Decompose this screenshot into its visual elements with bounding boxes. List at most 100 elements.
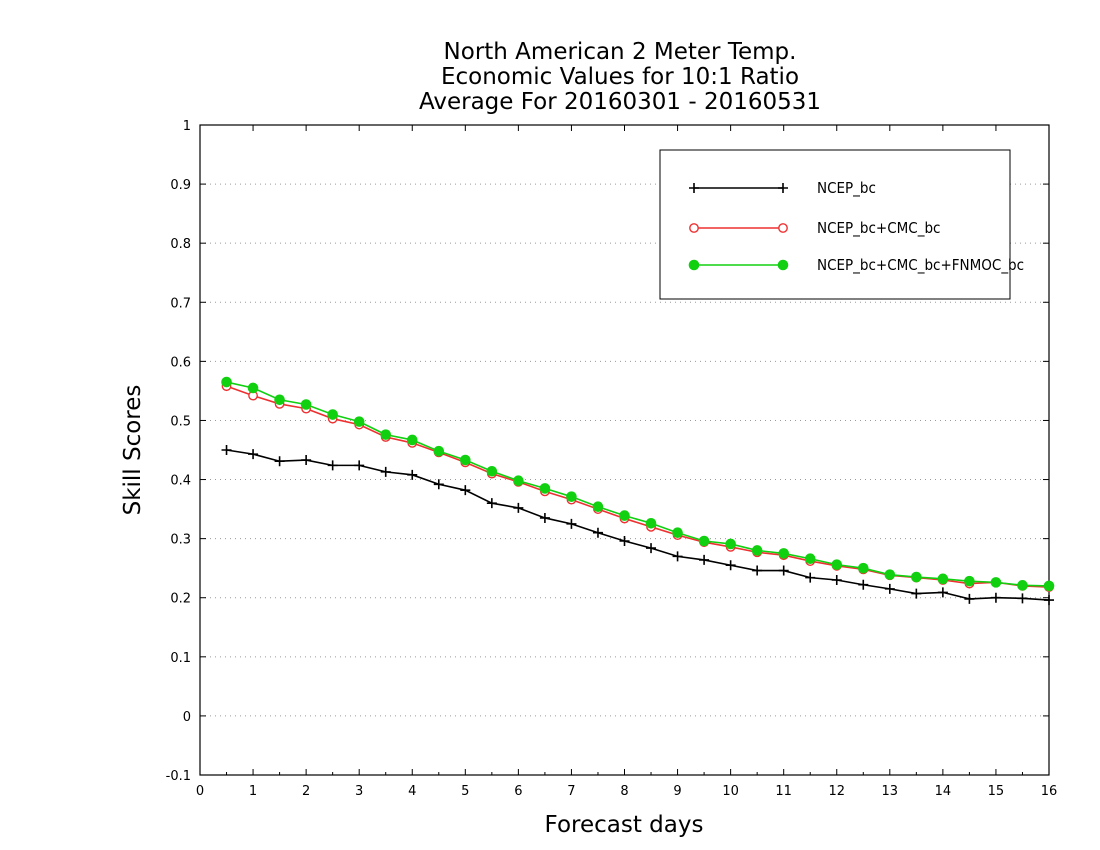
data-point — [221, 445, 232, 455]
data-point — [725, 560, 736, 571]
legend-item-0: NCEP_bc — [689, 179, 876, 198]
legend-label: NCEP_bc — [817, 179, 876, 198]
x-tick-label: 0 — [196, 784, 204, 799]
data-point — [539, 512, 550, 523]
data-point — [247, 382, 259, 394]
data-point — [964, 575, 975, 587]
data-point — [1017, 593, 1028, 604]
data-point — [672, 527, 683, 539]
data-point — [380, 466, 391, 477]
data-point — [592, 501, 604, 513]
data-point — [699, 554, 710, 565]
data-point — [406, 434, 418, 446]
data-point — [248, 449, 259, 460]
data-point — [274, 394, 285, 406]
x-tick-label: 8 — [620, 784, 628, 799]
data-point — [911, 571, 922, 583]
data-point — [274, 456, 285, 467]
x-tick-label: 16 — [1041, 784, 1058, 799]
data-point — [327, 460, 338, 471]
data-point — [221, 376, 232, 388]
data-point — [1017, 580, 1028, 591]
data-point — [937, 573, 949, 585]
series-2 — [221, 376, 1055, 592]
data-point — [857, 562, 869, 574]
x-tick-label: 14 — [935, 784, 952, 799]
data-point — [460, 485, 471, 496]
data-point — [752, 565, 763, 576]
data-point — [460, 454, 471, 466]
data-point — [804, 553, 816, 565]
data-point — [778, 565, 789, 576]
legend-label: NCEP_bc+CMC_bc — [817, 219, 940, 238]
data-point — [486, 498, 497, 509]
x-tick-label: 3 — [355, 784, 363, 799]
chart-title: North American 2 Meter Temp. Economic Va… — [419, 39, 821, 115]
y-tick-label: 0.9 — [170, 178, 191, 193]
data-point — [513, 502, 524, 513]
data-point — [689, 183, 699, 193]
legend-item-1: NCEP_bc+CMC_bc — [689, 219, 940, 238]
data-point — [327, 409, 338, 420]
data-point — [805, 572, 816, 583]
data-point — [777, 259, 789, 271]
data-point — [407, 469, 418, 480]
series-layer — [221, 376, 1055, 606]
y-tick-label: 0.5 — [170, 414, 191, 429]
data-point — [672, 551, 683, 562]
x-tick-label: 9 — [673, 784, 681, 799]
chart-title-line-3: Average For 20160301 - 20160531 — [419, 89, 821, 115]
y-tick-label: -0.1 — [166, 769, 191, 784]
x-tick-label: 15 — [988, 784, 1005, 799]
y-tick-label: 0.4 — [170, 474, 191, 489]
data-point — [964, 593, 975, 604]
data-point — [698, 535, 710, 547]
x-tick-label: 2 — [302, 784, 310, 799]
data-point — [433, 445, 445, 457]
data-point — [858, 579, 869, 590]
data-point — [778, 223, 788, 233]
legend: NCEP_bc NCEP_bc+CMC_bc NCEP_bc+CMC_bc+FNMO… — [659, 149, 1024, 300]
x-tick-label: 11 — [775, 784, 792, 799]
y-tick-label: 0.3 — [170, 533, 191, 548]
axes: -0.100.10.20.30.40.50.60.70.80.910 1 2 3 4 5 6… — [166, 119, 1058, 799]
data-point — [566, 518, 577, 529]
data-point — [353, 416, 365, 427]
x-axis-label: Forecast days — [545, 812, 704, 838]
y-axis-label: Skill Scores — [120, 385, 146, 516]
data-point — [990, 592, 1001, 603]
data-point — [1044, 595, 1054, 606]
data-point — [1043, 580, 1055, 592]
data-point — [646, 543, 657, 554]
data-point — [592, 527, 603, 538]
data-point — [688, 259, 700, 271]
data-point — [354, 460, 365, 471]
data-point — [725, 538, 736, 550]
x-tick-label: 5 — [461, 784, 469, 799]
legend-item-2: NCEP_bc+CMC_bc+FNMOC_bc — [688, 256, 1024, 275]
y-tick-label: 1 — [183, 119, 191, 134]
plot-frame — [199, 124, 1050, 776]
x-tick-label: 12 — [828, 784, 845, 799]
x-tick-label: 1 — [249, 784, 257, 799]
data-point — [619, 510, 630, 521]
data-point — [831, 559, 843, 570]
data-point — [884, 569, 896, 580]
legend-box — [659, 149, 1011, 300]
data-point — [539, 483, 551, 494]
data-point — [433, 479, 444, 490]
x-tick-label: 10 — [722, 784, 739, 799]
y-tick-label: 0.2 — [170, 592, 191, 607]
data-point — [911, 588, 922, 599]
chart-title-line-1: North American 2 Meter Temp. — [444, 39, 797, 65]
data-point — [645, 517, 657, 529]
data-point — [689, 223, 699, 233]
chart-title-line-2: Economic Values for 10:1 Ratio — [441, 64, 799, 90]
x-tick-label: 13 — [882, 784, 899, 799]
x-tick-label: 6 — [514, 784, 522, 799]
series-1 — [221, 381, 1054, 592]
y-tick-label: 0 — [183, 710, 191, 725]
data-point — [778, 183, 788, 193]
x-tick-label: 4 — [408, 784, 416, 799]
data-point — [380, 429, 392, 440]
